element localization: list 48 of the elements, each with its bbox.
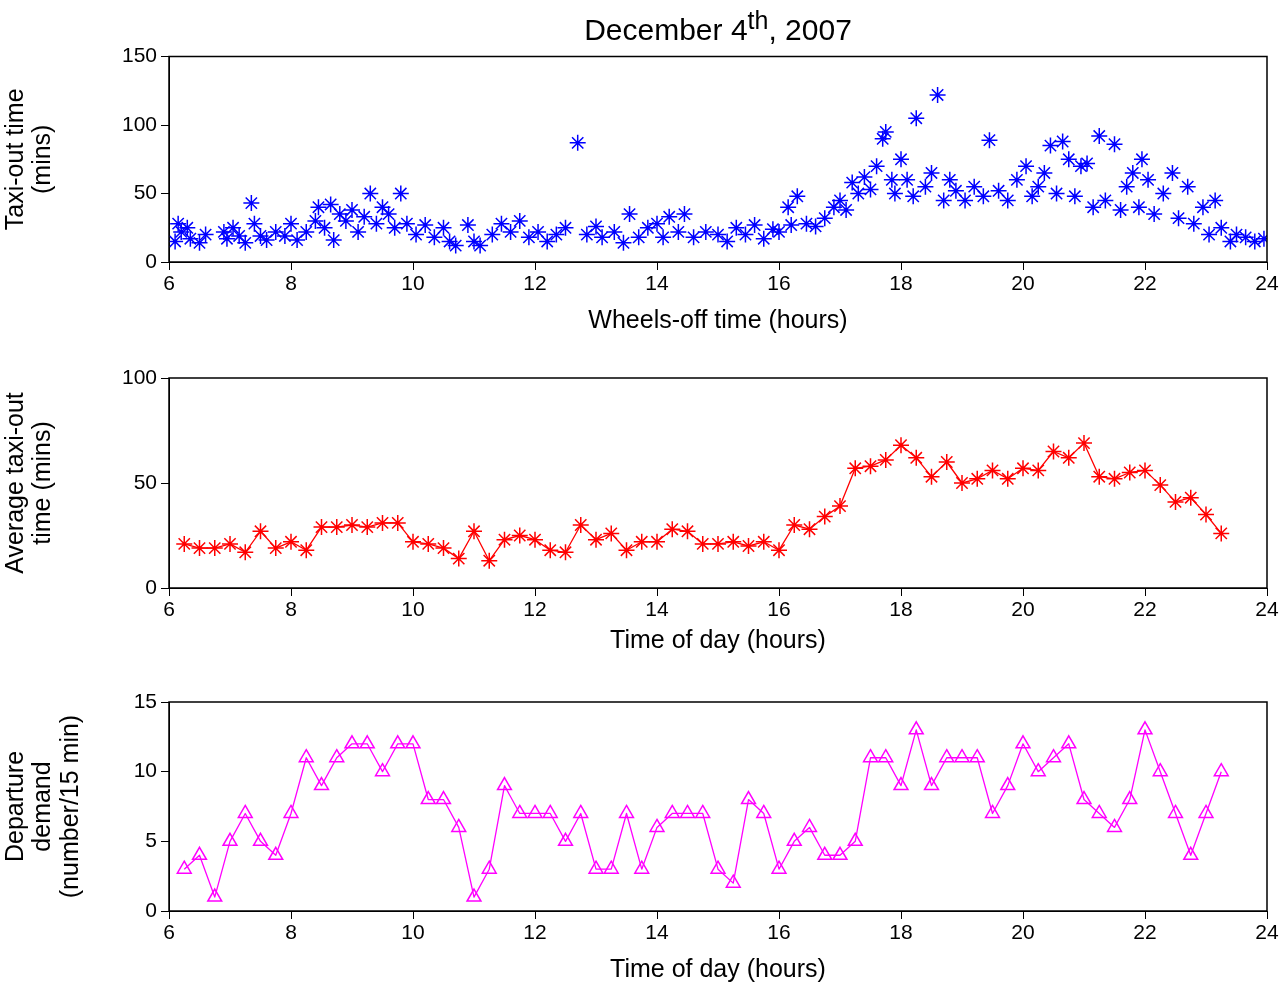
x-tick-label: 14 [645, 920, 669, 944]
y-axis-title: Taxi-out time (mins) [0, 88, 56, 231]
x-tick-label: 24 [1255, 920, 1279, 944]
x-tick-label: 10 [401, 597, 425, 621]
x-tick-label: 10 [401, 271, 425, 295]
y-tick-label: 50 [133, 469, 157, 493]
x-tick-label: 22 [1133, 597, 1157, 621]
y-tick-label: 10 [133, 758, 157, 782]
x-tick-label: 12 [523, 920, 547, 944]
x-tick-label: 8 [285, 271, 297, 295]
y-tick-label: 50 [133, 180, 157, 204]
x-tick-label: 20 [1011, 597, 1035, 621]
y-tick-label: 150 [121, 43, 157, 67]
y-tick-label: 0 [145, 574, 157, 598]
x-tick-label: 14 [645, 597, 669, 621]
y-tick-label: 100 [121, 364, 157, 388]
x-tick-label: 12 [523, 271, 547, 295]
x-tick-label: 6 [163, 920, 175, 944]
y-tick-label: 0 [145, 248, 157, 272]
x-tick-label: 16 [767, 271, 791, 295]
y-tick-label: 0 [145, 897, 157, 921]
x-tick-label: 10 [401, 920, 425, 944]
x-tick-label: 18 [889, 920, 913, 944]
y-tick-label: 100 [121, 111, 157, 135]
y-axis-title: Departure demand (number/15 min) [0, 714, 83, 899]
x-tick-label: 22 [1133, 271, 1157, 295]
x-axis-title: Time of day (hours) [610, 624, 826, 653]
y-tick-label: 5 [145, 828, 157, 852]
x-tick-label: 16 [767, 597, 791, 621]
x-tick-label: 12 [523, 597, 547, 621]
x-tick-label: 6 [163, 271, 175, 295]
y-axis-title: Average taxi-out time (mins) [0, 392, 56, 574]
x-tick-label: 6 [163, 597, 175, 621]
x-tick-label: 8 [285, 597, 297, 621]
x-tick-label: 14 [645, 271, 669, 295]
x-axis-title: Time of day (hours) [610, 953, 826, 982]
x-tick-label: 8 [285, 920, 297, 944]
x-tick-label: 16 [767, 920, 791, 944]
x-tick-label: 24 [1255, 271, 1279, 295]
x-tick-label: 22 [1133, 920, 1157, 944]
x-tick-label: 20 [1011, 271, 1035, 295]
x-axis-title: Wheels-off time (hours) [588, 304, 848, 333]
y-tick-label: 15 [133, 688, 157, 712]
x-tick-label: 24 [1255, 597, 1279, 621]
x-tick-label: 20 [1011, 920, 1035, 944]
x-tick-label: 18 [889, 271, 913, 295]
x-tick-label: 18 [889, 597, 913, 621]
chart-title: December 4$^{th}$, 2007 [583, 6, 853, 47]
